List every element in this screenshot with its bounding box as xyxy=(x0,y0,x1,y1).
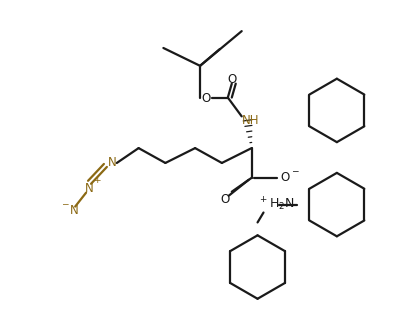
Text: O: O xyxy=(227,73,236,86)
Text: −: − xyxy=(291,166,298,176)
Text: N: N xyxy=(107,156,116,169)
Text: +: + xyxy=(93,176,100,185)
Text: N: N xyxy=(70,204,78,217)
Text: O: O xyxy=(280,171,289,184)
Text: −: − xyxy=(62,199,69,208)
Text: NH: NH xyxy=(241,114,259,127)
Text: $^+$H$_2$N: $^+$H$_2$N xyxy=(257,196,294,213)
Text: O: O xyxy=(220,193,229,206)
Text: O: O xyxy=(201,92,210,105)
Text: N: N xyxy=(85,182,93,195)
